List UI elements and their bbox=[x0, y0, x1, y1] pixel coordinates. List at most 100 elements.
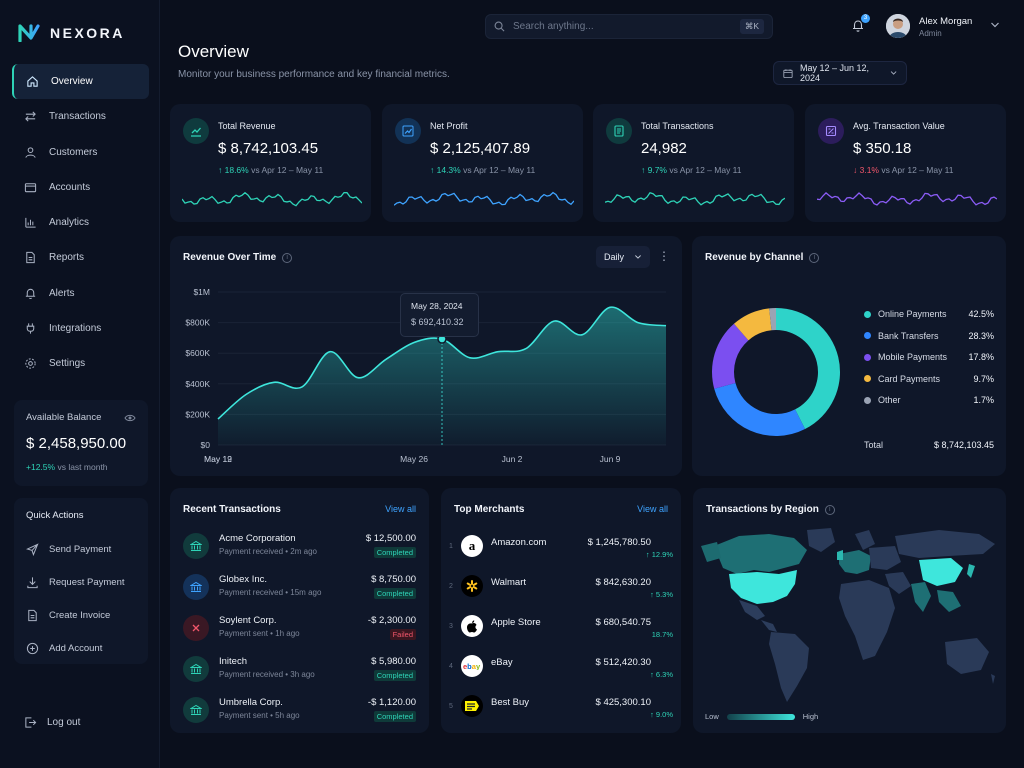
page-title: Overview bbox=[178, 42, 249, 61]
merchant-name: Amazon.com bbox=[491, 537, 547, 548]
table-row[interactable]: Soylent Corp. Payment sent • 1h ago -$ 2… bbox=[183, 611, 416, 651]
merchant-change: 18.7% bbox=[651, 630, 673, 639]
kpi-card-total-revenue[interactable]: Total Revenue $ 8,742,103.45 ↑ 18.6% vs … bbox=[170, 104, 371, 222]
legend-item[interactable]: Card Payments 9.7% bbox=[864, 374, 994, 384]
merchant-rank: 1 bbox=[449, 543, 453, 550]
merchant-amount: $ 1,245,780.50 bbox=[587, 537, 651, 548]
list-item[interactable]: 3 Apple Store $ 680,540.75 18.7% bbox=[449, 611, 673, 651]
region-europe-west bbox=[839, 550, 871, 574]
notifications-bell-icon[interactable] bbox=[851, 18, 865, 33]
info-icon[interactable]: i bbox=[282, 252, 293, 263]
sidebar-item-settings[interactable]: Settings bbox=[12, 346, 149, 381]
donut-slice[interactable] bbox=[712, 323, 749, 389]
sidebar-item-customers[interactable]: Customers bbox=[12, 135, 149, 170]
bell-icon bbox=[25, 288, 36, 299]
table-row[interactable]: Initech Payment received • 3h ago $ 5,98… bbox=[183, 652, 416, 692]
tooltip-value: $ 692,410.32 bbox=[411, 317, 464, 327]
total-value: $ 8,742,103.45 bbox=[933, 440, 994, 450]
revenue-chart-title: Revenue Over Time bbox=[183, 252, 277, 263]
kpi-change-note: vs Apr 12 – May 11 bbox=[669, 165, 742, 175]
y-tick-label: $1M bbox=[193, 287, 210, 297]
sidebar-item-integrations[interactable]: Integrations bbox=[12, 311, 149, 346]
period-select[interactable]: Daily bbox=[596, 246, 650, 268]
avatar[interactable] bbox=[886, 14, 910, 38]
sidebar-item-reports[interactable]: Reports bbox=[12, 240, 149, 275]
region-japan bbox=[967, 564, 975, 578]
x-tick-label: Jun 9 bbox=[600, 454, 621, 464]
more-options-icon[interactable]: ⋮ bbox=[658, 249, 670, 263]
sidebar-item-analytics[interactable]: Analytics bbox=[12, 205, 149, 240]
kpi-sparkline bbox=[394, 191, 574, 206]
table-row[interactable]: Acme Corporation Payment received • 2m a… bbox=[183, 529, 416, 569]
kpi-label: Total Transactions bbox=[641, 121, 714, 131]
legend-item[interactable]: Bank Transfers 28.3% bbox=[864, 331, 994, 341]
legend-dot bbox=[864, 310, 871, 318]
sidebar-item-label: Integrations bbox=[49, 323, 102, 335]
kpi-change-note: vs Apr 12 – May 11 bbox=[463, 165, 536, 175]
table-row[interactable]: Globex Inc. Payment received • 15m ago $… bbox=[183, 570, 416, 610]
legend-label: Online Payments bbox=[878, 309, 947, 319]
amazon-logo-icon: a bbox=[461, 535, 483, 557]
list-item[interactable]: 4 ebay eBay $ 512,420.30 ↑ 6.3% bbox=[449, 651, 673, 691]
table-row[interactable]: Umbrella Corp. Payment sent • 5h ago -$ … bbox=[183, 693, 416, 733]
region-greenland bbox=[807, 528, 835, 552]
date-range-picker[interactable]: May 12 – Jun 12, 2024 bbox=[773, 61, 907, 85]
app-logo[interactable]: NEXORA bbox=[18, 24, 125, 42]
logout-icon bbox=[25, 717, 37, 728]
map-scale-gradient bbox=[726, 713, 795, 720]
create-invoice-action[interactable]: Create Invoice bbox=[26, 599, 136, 632]
plug-icon bbox=[26, 323, 35, 334]
send-payment-action[interactable]: Send Payment bbox=[26, 533, 136, 566]
donut-slice[interactable] bbox=[776, 308, 840, 430]
sidebar-item-transactions[interactable]: Transactions bbox=[12, 99, 149, 134]
receipt-icon bbox=[606, 118, 632, 144]
kpi-card-net-profit[interactable]: Net Profit $ 2,125,407.89 ↑ 14.3% vs Apr… bbox=[382, 104, 583, 222]
transaction-meta: Payment received • 3h ago bbox=[219, 670, 315, 679]
list-item[interactable]: 2 Walmart $ 842,630.20 ↑ 5.3% bbox=[449, 571, 673, 611]
legend-dot bbox=[864, 332, 871, 340]
list-item[interactable]: 1 a Amazon.com $ 1,245,780.50 ↑ 12.9% bbox=[449, 531, 673, 571]
kpi-card-avg-transaction-value[interactable]: Avg. Transaction Value $ 350.18 ↓ 3.1% v… bbox=[805, 104, 1006, 222]
y-tick-label: $0 bbox=[201, 440, 211, 450]
info-icon[interactable]: i bbox=[809, 252, 820, 263]
list-item[interactable]: 5 Best Buy $ 425,300.10 ↑ 9.0% bbox=[449, 691, 673, 731]
calculator-icon bbox=[818, 118, 844, 144]
legend-dot bbox=[864, 375, 871, 383]
channel-donut-chart[interactable] bbox=[706, 302, 846, 442]
chevron-down-icon[interactable] bbox=[990, 21, 1000, 29]
region-uk bbox=[837, 550, 843, 560]
view-all-transactions-link[interactable]: View all bbox=[385, 504, 416, 514]
merchant-change: ↑ 6.3% bbox=[650, 670, 673, 679]
donut-slice[interactable] bbox=[769, 308, 776, 331]
sidebar-item-overview[interactable]: Overview bbox=[12, 64, 149, 99]
revenue-by-channel-card: Revenue by Channel i Online Payments 42.5%… bbox=[692, 236, 1006, 476]
legend-item[interactable]: Mobile Payments 17.8% bbox=[864, 352, 994, 362]
add-account-action[interactable]: Add Account bbox=[26, 632, 136, 665]
sidebar-item-accounts[interactable]: Accounts bbox=[12, 170, 149, 205]
view-all-merchants-link[interactable]: View all bbox=[637, 504, 668, 514]
legend-value: 42.5% bbox=[968, 309, 994, 319]
logout-button[interactable]: Log out bbox=[24, 716, 80, 729]
user-name[interactable]: Alex Morgan bbox=[919, 16, 973, 27]
legend-item[interactable]: Other 1.7% bbox=[864, 395, 994, 405]
region-south-america bbox=[769, 632, 809, 702]
request-payment-action[interactable]: Request Payment bbox=[26, 566, 136, 599]
kpi-value: 24,982 bbox=[641, 140, 687, 157]
legend-item[interactable]: Online Payments 42.5% bbox=[864, 309, 994, 319]
info-icon[interactable]: i bbox=[824, 504, 835, 515]
transaction-amount: -$ 1,120.00 bbox=[367, 697, 416, 708]
kpi-card-total-transactions[interactable]: Total Transactions 24,982 ↑ 9.7% vs Apr … bbox=[593, 104, 794, 222]
sidebar-item-alerts[interactable]: Alerts bbox=[12, 276, 149, 311]
region-scandinavia bbox=[855, 530, 875, 550]
merchant-amount: $ 512,420.30 bbox=[595, 657, 651, 668]
x-tick-label: May 26 bbox=[400, 454, 428, 464]
status-badge: Completed bbox=[373, 711, 416, 722]
world-map[interactable] bbox=[699, 524, 999, 714]
donut-slice[interactable] bbox=[714, 382, 806, 436]
sidebar-item-label: Analytics bbox=[49, 217, 90, 229]
donut-slice[interactable] bbox=[733, 308, 772, 341]
eye-icon[interactable] bbox=[124, 413, 136, 423]
balance-label: Available Balance bbox=[26, 412, 102, 423]
search-input[interactable]: Search anything... ⌘K bbox=[485, 14, 773, 39]
